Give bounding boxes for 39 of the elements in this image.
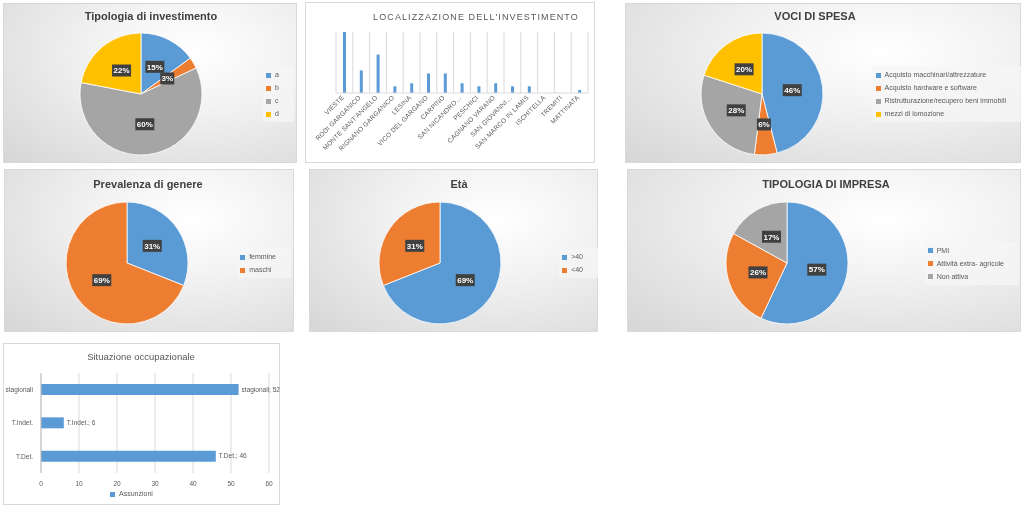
- bar: [443, 73, 447, 93]
- bar: [41, 417, 64, 429]
- pie-slice: [65, 201, 185, 325]
- chart-title: VOCI DI SPESA: [774, 9, 856, 24]
- data-label: 69%: [93, 275, 110, 285]
- chart-title: Situazione occupazionale: [87, 350, 195, 364]
- bar: [427, 73, 430, 93]
- chart-title: Prevalenza di genere: [93, 177, 203, 192]
- data-label: 46%: [784, 85, 801, 95]
- bar: [477, 86, 481, 93]
- bar: [460, 83, 464, 93]
- data-label: 22%: [113, 66, 130, 76]
- data-label: 3%: [161, 74, 174, 84]
- chart-title: TIPOLOGIA DI IMPRESA: [762, 177, 890, 192]
- bar: [393, 86, 397, 93]
- data-label: 31%: [144, 241, 161, 251]
- bar: [494, 83, 498, 93]
- bar: [410, 83, 414, 93]
- chart-title: Tipologia di investimento: [84, 9, 218, 24]
- data-label: 6%: [758, 120, 770, 130]
- chart-title: Età: [450, 177, 468, 192]
- data-label: 60%: [136, 120, 153, 130]
- data-label: 69%: [457, 275, 474, 285]
- data-label: 20%: [736, 65, 753, 75]
- chart-title: LOCALIZZAZIONE DELL'INVESTIMENTO: [373, 11, 579, 24]
- bar: [527, 86, 531, 93]
- pie-slice: [382, 201, 502, 325]
- data-label: 17%: [763, 232, 780, 242]
- bar: [376, 54, 380, 93]
- bar: [511, 86, 514, 93]
- bar: [41, 384, 239, 395]
- bar: [343, 32, 346, 93]
- bar: [359, 70, 363, 93]
- data-label: 28%: [728, 106, 745, 116]
- bar: [41, 450, 216, 462]
- data-label: 15%: [146, 62, 163, 72]
- data-label: 31%: [406, 241, 423, 251]
- data-label: 57%: [808, 265, 825, 275]
- data-label: 26%: [749, 268, 766, 278]
